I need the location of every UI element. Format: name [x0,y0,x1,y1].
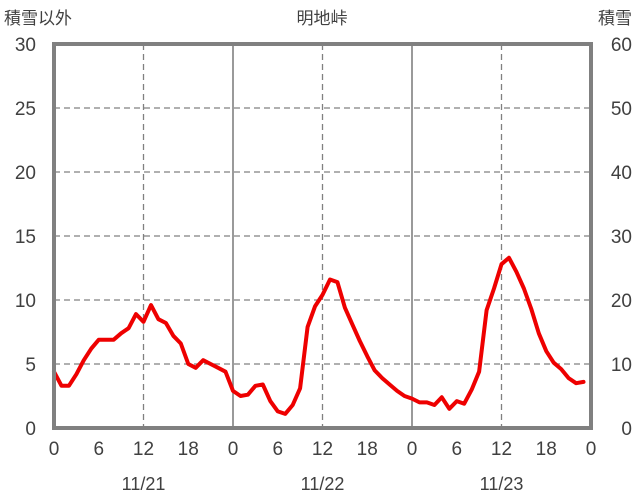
x-tick-label: 12 [133,439,154,460]
x-tick-label: 0 [228,439,239,460]
x-tick-label: 6 [272,439,283,460]
y-left-tick-label: 10 [15,291,36,312]
y-left-tick-label: 30 [15,35,36,56]
y-left-tick-label: 25 [15,99,36,120]
x-tick-label: 0 [407,439,418,460]
x-tick-label: 0 [49,439,60,460]
x-tick-label: 12 [312,439,333,460]
y-right-tick-label: 60 [611,35,632,56]
series-line-primary [52,255,586,416]
x-tick-label: 6 [451,439,462,460]
plot-frame [52,42,593,430]
date-label: 11/21 [122,474,166,494]
date-label: 11/23 [480,474,524,494]
y-right-tick-label: 10 [611,355,632,376]
y-left-tick-label: 0 [25,419,36,440]
y-right-tick-label: 0 [621,419,632,440]
x-tick-label: 0 [586,439,597,460]
x-tick-label: 6 [93,439,104,460]
gridlines [54,44,591,428]
y-left-tick-label: 20 [15,163,36,184]
x-tick-label: 18 [536,439,557,460]
y-right-tick-label: 20 [611,291,632,312]
y-left-tick-label: 5 [25,355,36,376]
x-tick-label: 18 [357,439,378,460]
left-axis-title: 積雪以外 [4,9,72,29]
y-right-tick-label: 30 [611,227,632,248]
x-tick-label: 12 [491,439,512,460]
date-label: 11/22 [301,474,345,494]
right-axis-title: 積雪 [598,9,632,29]
y-right-tick-label: 50 [611,99,632,120]
x-tick-label: 18 [178,439,199,460]
y-right-tick-label: 40 [611,163,632,184]
chart-title: 明地峠 [297,9,348,29]
y-left-tick-label: 15 [15,227,36,248]
